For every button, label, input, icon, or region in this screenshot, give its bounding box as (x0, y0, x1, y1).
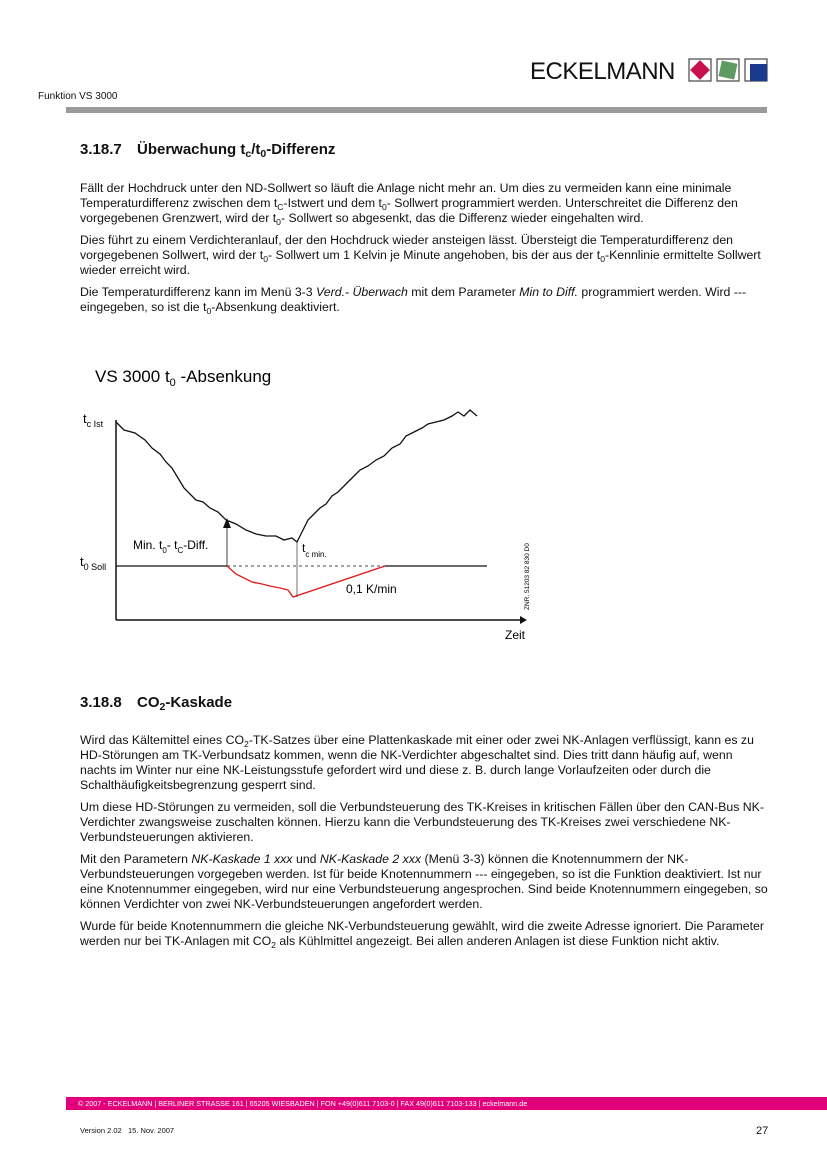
text-run: (Menü 3-3) können die Knotennummern der … (80, 852, 768, 911)
diagram: VS 3000 t0 -Absenkung tc Ist t0 Soll Min… (80, 367, 531, 642)
text-run: NK-Kaskade 1 xxx (191, 852, 293, 866)
text-run: Min. t (133, 538, 163, 552)
text-run: -Istwert und dem t (283, 196, 382, 210)
text-run: Min to Diff. (519, 285, 579, 299)
paragraph: Um diese HD-Störungen zu vermeiden, soll… (80, 800, 770, 845)
text-run: Fällt der Hochdruck unter den ND-Sollwer… (80, 181, 732, 210)
footer-version: Version 2.02 15. Nov. 2007 (80, 1126, 175, 1135)
text-run: Wurde für beide Knotennummern die gleich… (80, 919, 764, 948)
title-text: Überwachung t (137, 141, 246, 158)
text-run: Wird das Kältemittel eines CO (80, 733, 245, 747)
text-run: 2 (244, 739, 249, 749)
text-run: -TK-Satzes über eine Plattenkaskade mit … (80, 733, 754, 792)
paragraph: Dies führt zu einem Verdichteranlauf, de… (80, 233, 770, 278)
axis-label: t0 Soll (80, 554, 106, 572)
text-run: 0 (381, 202, 387, 212)
rate-label: 0,1 K/min (346, 582, 397, 596)
logo-icon (688, 58, 768, 82)
title-text: /t (251, 141, 261, 158)
text-run: programmiert werden. Wird --- eingegeben… (80, 285, 747, 314)
text-run: t (80, 554, 84, 569)
section-title: 3.18.7 Überwachung tc/t0-Differenz (80, 141, 336, 160)
text-run: 0 Soll (84, 562, 107, 572)
text-run: 0 (162, 546, 167, 555)
paragraph: Wurde für beide Knotennummern die gleich… (80, 919, 770, 949)
text-run: mit dem Parameter (407, 285, 520, 299)
paragraph: Die Temperaturdifferenz kann im Menü 3-3… (80, 285, 770, 315)
text-run: C (277, 202, 284, 212)
text-run: 2 (271, 940, 276, 950)
text-run: c min. (305, 550, 326, 559)
diagram-title: VS 3000 t0 -Absenkung (95, 367, 271, 389)
text-run: als Kühlmittel angezeigt. Bei allen ande… (275, 934, 720, 948)
text-run: NK-Kaskade 2 xxx (319, 852, 422, 866)
text-run: Dies führt zu einem Verdichteranlauf, de… (80, 233, 734, 262)
title-text: -Differenz (266, 141, 336, 158)
x-label: Zeit (505, 628, 526, 642)
text-run: -Absenkung (176, 367, 271, 386)
text-run: 0 (276, 217, 281, 227)
section-text: Wird das Kältemittel eines CO2-TK-Satzes… (80, 733, 770, 956)
paragraph: Wird das Kältemittel eines CO2-TK-Satzes… (80, 733, 770, 793)
text-run: - Sollwert um 1 Kelvin je Minute angehob… (267, 248, 601, 262)
text-run: -Kennlinie ermittelte Sollwert wieder er… (80, 248, 761, 277)
text-run: c Ist (87, 419, 104, 429)
text-run: Verd.- Überwach (316, 285, 408, 299)
footer-address: © 2007 - ECKELMANN | BERLINER STRASSE 16… (78, 1099, 528, 1108)
text-run: 0 (600, 254, 605, 264)
section-title: 3.18.8 CO2-Kaskade (80, 694, 233, 713)
tcmin-label: tc min. (302, 541, 327, 559)
title-sub: 2 (159, 701, 166, 713)
text-run: 0 (170, 377, 176, 389)
text-run: 0 (206, 306, 212, 316)
text-run: -Absenkung deaktiviert. (211, 300, 340, 314)
section-text: Fällt der Hochdruck unter den ND-Sollwer… (80, 181, 770, 322)
footer-bar: © 2007 - ECKELMANN | BERLINER STRASSE 16… (66, 1097, 827, 1110)
text-run: VS 3000 t (95, 367, 170, 386)
paragraph: Fällt der Hochdruck unter den ND-Sollwer… (80, 181, 770, 226)
text-run: Die Temperaturdifferenz kann im Menü 3-3 (80, 285, 317, 299)
text-run: Um diese HD-Störungen zu vermeiden, soll… (80, 800, 764, 844)
section-number: 3.18.7 (80, 141, 122, 158)
axis-label: tc Ist (83, 411, 104, 429)
header-section: Funktion VS 3000 (38, 91, 118, 102)
text-run: 0 (263, 254, 268, 264)
text-run: t (302, 541, 306, 555)
text-run: und (292, 852, 320, 866)
title-sub: c (245, 148, 252, 160)
text-run: - t (167, 538, 178, 552)
section-number: 3.18.8 (80, 694, 122, 711)
text-run: Mit den Parametern (80, 852, 192, 866)
diff-label: Min. t0- tC-Diff. (133, 538, 208, 555)
header-bar (66, 107, 767, 113)
drawing-code: ZNR. 51203 82 830 D0 (524, 543, 531, 610)
paragraph: Mit den Parametern NK-Kaskade 1 xxx und … (80, 852, 770, 912)
text-run: C (177, 546, 183, 555)
text-run: - Sollwert programmiert werden. Untersch… (80, 196, 738, 225)
page-number: 27 (756, 1125, 769, 1137)
title-sub: 0 (260, 148, 267, 160)
title-text: -Kaskade (165, 694, 233, 711)
text-run: t (83, 411, 87, 426)
title-text: CO (137, 694, 160, 711)
logo-text: ECKELMANN (530, 58, 675, 85)
text-run: -Diff. (183, 538, 208, 552)
text-run: - Sollwert so abgesenkt, das die Differe… (280, 211, 644, 225)
